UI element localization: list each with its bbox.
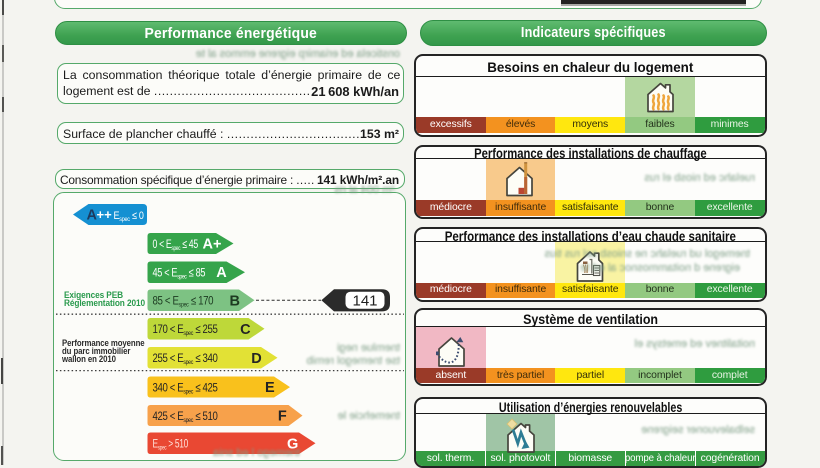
svg-text:C: C bbox=[240, 322, 251, 338]
svg-text:255 < Espec ≤ 340: 255 < Espec ≤ 340 bbox=[153, 352, 218, 366]
svg-text:A+: A+ bbox=[203, 237, 222, 253]
svg-text:141: 141 bbox=[352, 293, 377, 310]
svg-text:B: B bbox=[230, 293, 240, 309]
svg-text:0 < Espec ≤ 45: 0 < Espec ≤ 45 bbox=[153, 239, 199, 252]
svg-text:D: D bbox=[251, 351, 261, 367]
svg-text:E: E bbox=[265, 380, 275, 396]
svg-text:45 < Espec ≤ 85: 45 < Espec ≤ 85 bbox=[153, 266, 206, 280]
svg-text:85 < Espec ≤ 170: 85 < Espec ≤ 170 bbox=[152, 295, 213, 309]
svg-text:G: G bbox=[287, 436, 298, 452]
svg-text:Espec ≤ 0: Espec ≤ 0 bbox=[114, 210, 145, 223]
svg-text:340 < Espec ≤ 425: 340 < Espec ≤ 425 bbox=[153, 382, 218, 396]
svg-text:++: ++ bbox=[97, 207, 113, 222]
svg-text:A: A bbox=[87, 208, 98, 224]
svg-text:A: A bbox=[216, 265, 227, 281]
svg-text:170 < Espec ≤ 255: 170 < Espec ≤ 255 bbox=[153, 323, 218, 337]
svg-text:425 < Espec ≤ 510: 425 < Espec ≤ 510 bbox=[153, 410, 218, 424]
svg-text:F: F bbox=[278, 409, 287, 425]
